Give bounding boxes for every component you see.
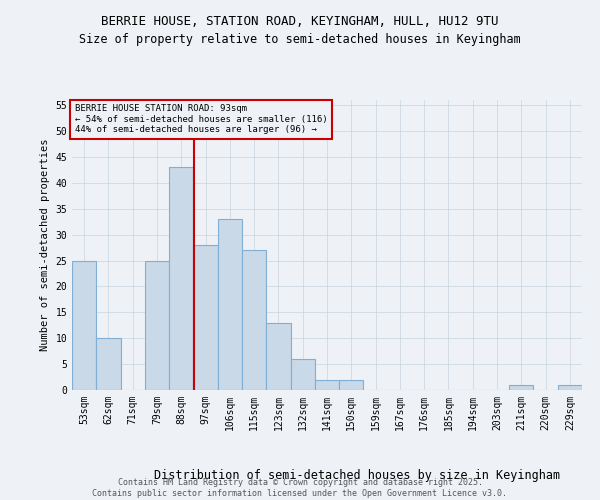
Bar: [169, 168, 193, 390]
Bar: [96, 338, 121, 390]
Text: Distribution of semi-detached houses by size in Keyingham: Distribution of semi-detached houses by …: [154, 470, 560, 482]
Y-axis label: Number of semi-detached properties: Number of semi-detached properties: [40, 138, 50, 352]
Bar: [218, 219, 242, 390]
Text: BERRIE HOUSE STATION ROAD: 93sqm
← 54% of semi-detached houses are smaller (116): BERRIE HOUSE STATION ROAD: 93sqm ← 54% o…: [74, 104, 327, 134]
Bar: [242, 250, 266, 390]
Bar: [290, 359, 315, 390]
Text: Size of property relative to semi-detached houses in Keyingham: Size of property relative to semi-detach…: [79, 32, 521, 46]
Bar: [193, 245, 218, 390]
Text: BERRIE HOUSE, STATION ROAD, KEYINGHAM, HULL, HU12 9TU: BERRIE HOUSE, STATION ROAD, KEYINGHAM, H…: [101, 15, 499, 28]
Bar: [266, 322, 290, 390]
Bar: [72, 260, 96, 390]
Bar: [509, 385, 533, 390]
Bar: [339, 380, 364, 390]
Bar: [145, 260, 169, 390]
Bar: [315, 380, 339, 390]
Text: Contains HM Land Registry data © Crown copyright and database right 2025.
Contai: Contains HM Land Registry data © Crown c…: [92, 478, 508, 498]
Bar: [558, 385, 582, 390]
